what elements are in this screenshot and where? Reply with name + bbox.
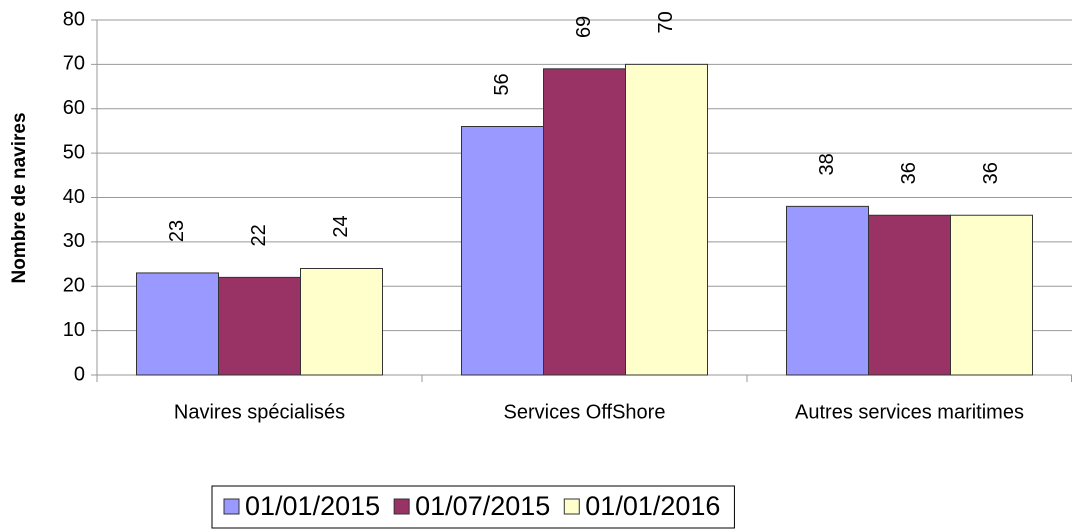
y-tick-label: 0	[74, 363, 85, 385]
bar	[625, 63, 708, 376]
data-label: 24	[330, 215, 352, 237]
data-label: 70	[655, 11, 677, 33]
y-tick-label: 30	[63, 230, 85, 252]
data-label: 56	[491, 73, 513, 95]
legend-swatch	[393, 498, 410, 515]
legend-swatch	[563, 498, 580, 515]
bar	[543, 68, 626, 376]
bar	[136, 272, 219, 376]
bar	[300, 268, 383, 376]
x-tick-label: Navires spécialisés	[174, 401, 345, 423]
data-label: 38	[816, 153, 838, 175]
y-tick-label: 70	[63, 53, 85, 75]
y-tick-label: 50	[63, 141, 85, 163]
data-label: 23	[166, 220, 188, 242]
legend-label: 01/01/2016	[585, 491, 720, 521]
y-tick-label: 80	[63, 8, 85, 30]
bar	[950, 214, 1033, 376]
bar	[218, 276, 301, 376]
legend-label: 01/07/2015	[415, 491, 550, 521]
bar	[461, 126, 544, 376]
legend-box	[211, 485, 735, 529]
legend: 01/01/2015 01/07/2015 01/01/2016	[211, 485, 735, 529]
y-tick-label: 40	[63, 186, 85, 208]
y-axis-label: Nombre de navires	[9, 112, 30, 283]
legend-label: 01/01/2015	[245, 491, 380, 521]
bar	[868, 214, 951, 376]
legend-swatch	[223, 498, 240, 515]
x-tick-label: Autres services maritimes	[795, 401, 1024, 423]
data-label: 22	[248, 224, 270, 246]
data-label: 36	[980, 162, 1002, 184]
bar	[786, 205, 869, 376]
x-tick-label: Services OffShore	[504, 401, 666, 423]
data-label: 36	[898, 162, 920, 184]
y-tick-label: 20	[63, 275, 85, 297]
y-tick-label: 60	[63, 97, 85, 119]
y-tick-label: 10	[63, 319, 85, 341]
data-label: 69	[573, 16, 595, 38]
